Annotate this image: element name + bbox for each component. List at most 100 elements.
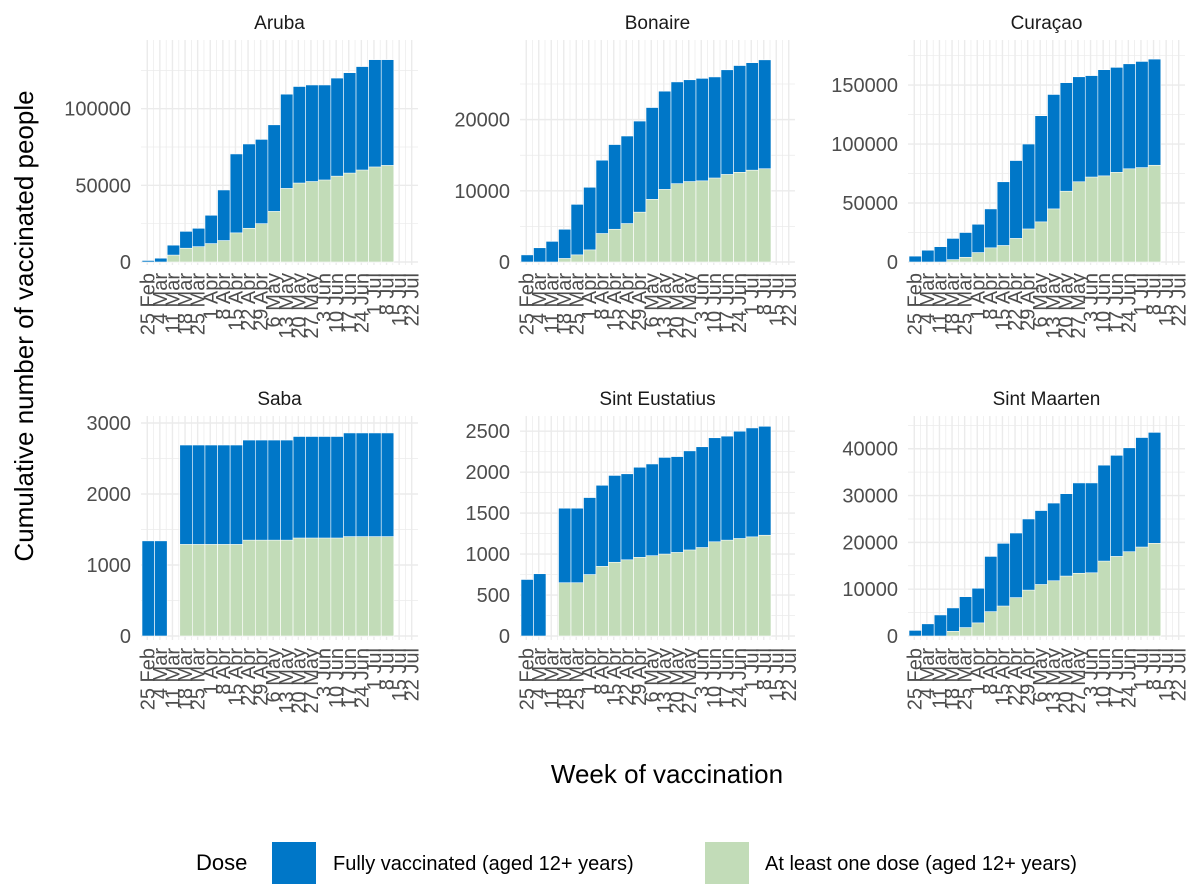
- x-tick-label: 1 Apr: [200, 273, 222, 320]
- x-tick-label: 25 Feb: [516, 648, 538, 710]
- x-tick-label: 4 Mar: [529, 648, 551, 699]
- bar-at-least-one-dose: [1072, 572, 1086, 637]
- x-tick-label: 8 Jul: [377, 648, 399, 690]
- x-tick-label: 15 Jul: [389, 648, 411, 701]
- x-tick-label: 15 Jul: [766, 648, 788, 701]
- x-tick-label: 4 Mar: [150, 648, 172, 699]
- bar-fully-vaccinated: [558, 228, 572, 263]
- x-tick-label: 24 Jun: [729, 273, 751, 333]
- bar-at-least-one-dose: [971, 622, 985, 637]
- y-tick-label: 0: [120, 252, 131, 274]
- facet-title: Curaçao: [1011, 13, 1083, 34]
- x-tick-label: 25 Feb: [137, 648, 159, 710]
- facet-title: Saba: [257, 389, 302, 410]
- bar-at-least-one-dose: [558, 258, 572, 263]
- bar-at-least-one-dose: [695, 180, 709, 263]
- x-tick-label: 25 Mar: [955, 648, 977, 711]
- y-tick-label: 50000: [842, 193, 898, 215]
- x-tick-label: 3 Jun: [314, 273, 336, 322]
- bar-at-least-one-dose: [971, 252, 985, 263]
- x-tick-label: 22 Apr: [238, 648, 260, 706]
- x-tick-label: 13 May: [276, 648, 298, 714]
- x-tick-label: 24 Jun: [1118, 648, 1140, 708]
- bar-at-least-one-dose: [343, 172, 357, 263]
- x-tick-label: 4 Mar: [529, 273, 551, 324]
- x-tick-label: 13 May: [654, 648, 676, 714]
- x-tick-label: 22 Jul: [402, 273, 424, 326]
- bar-fully-vaccinated: [154, 540, 168, 637]
- x-tick-label: 17 Jun: [339, 648, 361, 708]
- x-tick-label: 11 Mar: [541, 648, 563, 709]
- x-tick-label: 18 Mar: [175, 648, 197, 711]
- bar-at-least-one-dose: [280, 539, 294, 637]
- bar-at-least-one-dose: [1110, 172, 1124, 263]
- x-tick-label: 29 Apr: [1018, 273, 1040, 331]
- x-tick-label: 15 Apr: [992, 648, 1014, 706]
- bar-fully-vaccinated: [908, 630, 922, 637]
- y-tick-label: 0: [499, 626, 510, 648]
- x-tick-label: 25 Mar: [566, 648, 588, 711]
- bar-at-least-one-dose: [959, 627, 973, 637]
- x-tick-label: 17 Jun: [339, 273, 361, 333]
- legend-swatch-one: [705, 842, 749, 886]
- x-tick-label: 29 Apr: [1018, 648, 1040, 706]
- bar-at-least-one-dose: [695, 547, 709, 637]
- bar-fully-vaccinated: [533, 573, 547, 637]
- bar-at-least-one-dose: [570, 582, 584, 637]
- x-tick-label: 8 Apr: [213, 648, 235, 695]
- bar-at-least-one-dose: [683, 181, 697, 263]
- x-tick-label: 6 May: [1030, 648, 1052, 702]
- x-tick-label: 10 Jun: [326, 648, 348, 708]
- bar-at-least-one-dose: [620, 223, 634, 263]
- x-tick-label: 22 Jul: [402, 648, 424, 701]
- x-axis-title: Week of vaccination: [551, 759, 783, 789]
- facet-title: Bonaire: [625, 13, 691, 34]
- x-tick-label: 27 May: [1068, 273, 1090, 339]
- x-tick-label: 22 Apr: [238, 273, 260, 331]
- x-tick-label: 17 Jun: [716, 273, 738, 333]
- bar-at-least-one-dose: [1097, 175, 1111, 263]
- bar-at-least-one-dose: [1122, 551, 1136, 637]
- x-tick-label: 8 Jul: [754, 273, 776, 315]
- bar-at-least-one-dose: [229, 544, 244, 637]
- x-tick-label: 18 Mar: [942, 648, 964, 711]
- bar-at-least-one-dose: [1147, 164, 1162, 263]
- x-tick-label: 4 Mar: [917, 273, 939, 324]
- bar-at-least-one-dose: [229, 232, 244, 263]
- bar-at-least-one-dose: [368, 166, 382, 263]
- x-tick-label: 15 Apr: [604, 273, 626, 331]
- x-tick-label: 15 Jul: [766, 273, 788, 326]
- x-tick-label: 20 May: [1055, 273, 1077, 339]
- bar-at-least-one-dose: [305, 537, 319, 637]
- bar-at-least-one-dose: [1147, 543, 1162, 637]
- bar-at-least-one-dose: [708, 177, 722, 263]
- bar-fully-vaccinated: [520, 579, 534, 637]
- bar-at-least-one-dose: [1059, 575, 1073, 637]
- x-tick-label: 27 May: [679, 273, 701, 339]
- bar-at-least-one-dose: [192, 246, 206, 263]
- x-tick-label: 1 Apr: [579, 648, 601, 695]
- x-tick-label: 20 May: [666, 273, 688, 339]
- x-tick-label: 8 Jul: [754, 648, 776, 690]
- bar-at-least-one-dose: [355, 169, 369, 263]
- bar-fully-vaccinated: [946, 238, 960, 263]
- y-tick-label: 40000: [842, 439, 898, 461]
- y-tick-label: 2000: [87, 484, 132, 506]
- x-tick-label: 8 Apr: [980, 273, 1002, 320]
- y-tick-label: 150000: [831, 75, 898, 97]
- x-tick-label: 8 Jul: [377, 273, 399, 315]
- x-tick-label: 6 May: [263, 273, 285, 327]
- x-tick-label: 24 Jun: [1118, 273, 1140, 333]
- x-tick-label: 22 Jul: [779, 648, 801, 701]
- x-tick-label: 1 Apr: [200, 648, 222, 695]
- x-tick-label: 8 Jul: [1144, 648, 1166, 690]
- bar-at-least-one-dose: [380, 165, 395, 263]
- x-tick-label: 10 Jun: [704, 273, 726, 333]
- x-tick-label: 22 Apr: [616, 648, 638, 706]
- bar-at-least-one-dose: [1135, 167, 1149, 263]
- x-tick-label: 1 Apr: [579, 273, 601, 320]
- x-tick-label: 22 Apr: [1005, 273, 1027, 331]
- bar-at-least-one-dose: [946, 631, 960, 637]
